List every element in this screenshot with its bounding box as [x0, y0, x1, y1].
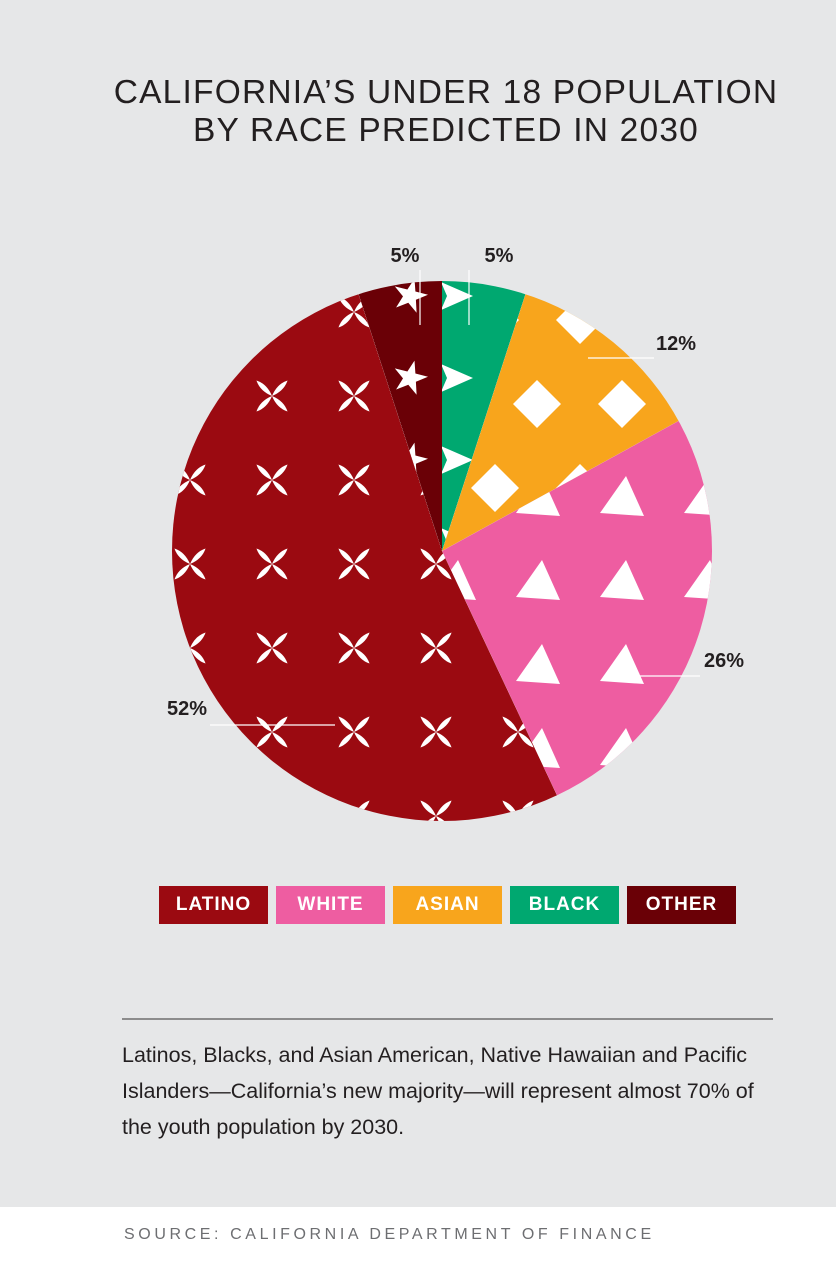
legend-item-asian: ASIAN [393, 886, 502, 924]
pattern-motif-diamond [131, 464, 179, 512]
pattern-motif-petals [338, 464, 370, 496]
divider-line [122, 1018, 773, 1020]
pattern-motif-petals [420, 548, 452, 580]
pattern-motif-diamond [598, 380, 646, 428]
pattern-motif-petals [338, 716, 370, 748]
pie-chart: 5% 12% 26% 52% 5% [131, 245, 744, 852]
pattern-motif-arrow [711, 528, 743, 556]
legend-label-black: BLACK [528, 894, 601, 915]
caption-text: Latinos, Blacks, and Asian American, Nat… [122, 1043, 754, 1139]
pattern-motif-triangle [516, 560, 560, 600]
pattern-motif-petals [174, 548, 206, 580]
pattern-motif-arrow [442, 364, 473, 392]
pattern-motif-petals [174, 380, 206, 412]
pattern-motif-triangle [684, 560, 712, 600]
pattern-motif-star [394, 281, 428, 313]
pattern-motif-diamond [471, 464, 519, 512]
legend-item-other: OTHER [627, 886, 736, 924]
pattern-motif-triangle [516, 812, 560, 852]
legend-label-white: WHITE [297, 894, 364, 915]
legend-item-black: BLACK [510, 886, 619, 924]
legend-item-white: WHITE [276, 886, 385, 924]
pattern-motif-petals [420, 632, 452, 664]
pattern-motif-triangle [516, 644, 560, 684]
pattern-motif-triangle [684, 418, 712, 432]
pattern-motif-star [665, 361, 698, 395]
source-note: SOURCE: CALIFORNIA DEPARTMENT OF FINANCE [124, 1226, 655, 1243]
pattern-motif-petals [256, 716, 288, 748]
pattern-motif-petals [256, 296, 288, 328]
legend-label-asian: ASIAN [415, 894, 480, 915]
legend-label-other: OTHER [645, 894, 718, 915]
pattern-motif-triangle [348, 812, 392, 852]
pattern-motif-arrow [261, 774, 293, 802]
chart-title-line-2: BY RACE PREDICTED IN 2030 [193, 112, 699, 149]
pattern-motif-petals [256, 464, 288, 496]
pattern-motif-petals [338, 632, 370, 664]
pattern-motif-triangle [600, 560, 644, 600]
pattern-motif-star [394, 360, 428, 395]
slice-label-white: 26% [704, 650, 744, 672]
slice-label-other: 5% [391, 245, 420, 267]
legend-label-latino: LATINO [175, 894, 252, 915]
pattern-motif-petals [338, 548, 370, 580]
pattern-motif-petals [338, 380, 370, 412]
pattern-motif-diamond [513, 380, 561, 428]
pattern-motif-arrow [711, 446, 743, 474]
slice-label-latino: 52% [167, 698, 207, 720]
pattern-motif-diamond [301, 800, 349, 848]
slice-label-asian: 12% [656, 333, 696, 355]
pattern-motif-petals [256, 380, 288, 412]
pattern-motif-triangle [600, 644, 644, 684]
pattern-motif-petals [338, 296, 370, 328]
pattern-motif-petals [420, 800, 452, 821]
pattern-motif-petals [256, 632, 288, 664]
pattern-motif-petals [420, 716, 452, 748]
chart-title: CALIFORNIA’S UNDER 18 POPULATION BY RACE… [0, 74, 836, 150]
pattern-motif-arrow [711, 610, 743, 638]
chart-legend: LATINO WHITE ASIAN BLACK OTHER [159, 886, 736, 924]
chart-title-line-1: CALIFORNIA’S UNDER 18 POPULATION [113, 74, 779, 111]
pattern-motif-petals [256, 548, 288, 580]
pattern-motif-star [575, 279, 608, 313]
pattern-motif-arrow [442, 282, 473, 310]
pattern-motif-arrow [442, 446, 473, 474]
slice-label-black: 5% [485, 245, 514, 267]
pattern-motif-triangle [600, 476, 644, 516]
pattern-motif-triangle [684, 476, 712, 516]
legend-item-latino: LATINO [159, 886, 268, 924]
